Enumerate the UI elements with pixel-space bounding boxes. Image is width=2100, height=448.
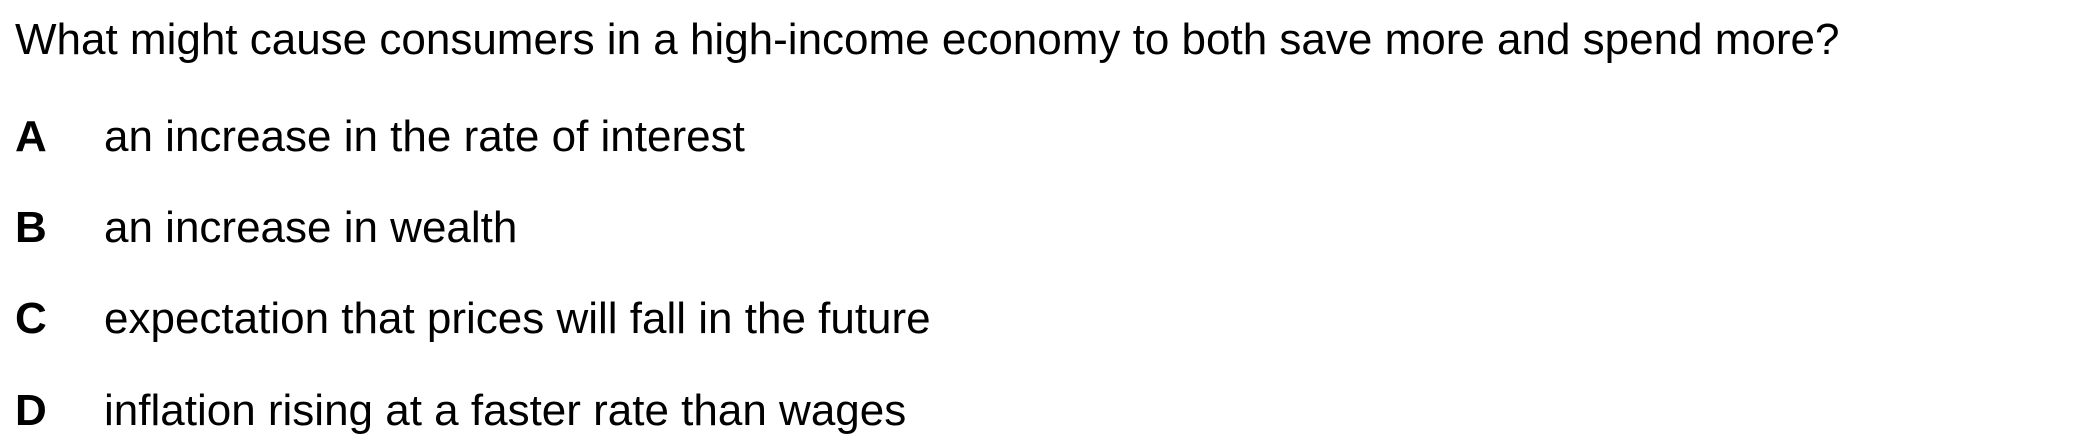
- option-letter: A: [15, 112, 47, 161]
- option-b: B an increase in wealth: [0, 200, 2100, 256]
- option-letter: D: [15, 386, 47, 435]
- option-a: A an increase in the rate of interest: [0, 109, 2100, 165]
- option-text: an increase in wealth: [104, 203, 518, 252]
- option-letter: C: [15, 294, 47, 343]
- option-d: D inflation rising at a faster rate than…: [0, 383, 2100, 439]
- question-text: What might cause consumers in a high-inc…: [15, 15, 1840, 64]
- option-c: C expectation that prices will fall in t…: [0, 291, 2100, 347]
- option-text: expectation that prices will fall in the…: [104, 294, 931, 343]
- option-letter: B: [15, 203, 47, 252]
- option-text: an increase in the rate of interest: [104, 112, 745, 161]
- option-text: inflation rising at a faster rate than w…: [104, 386, 907, 435]
